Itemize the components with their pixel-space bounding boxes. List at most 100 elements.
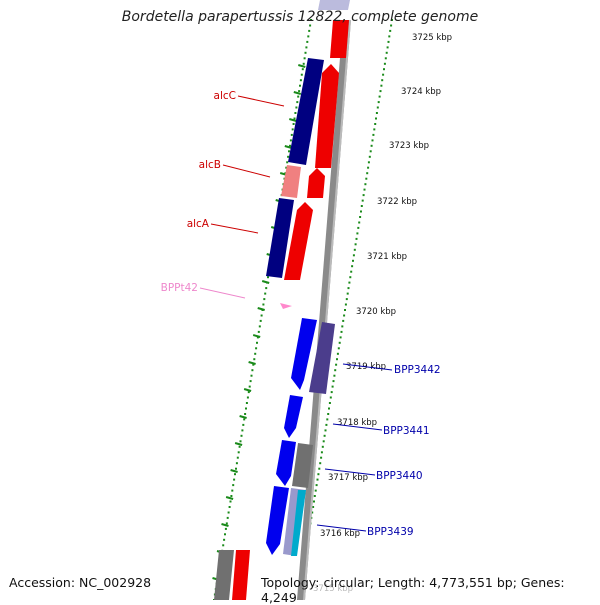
ring-dot (350, 270, 353, 273)
cog-feature (291, 318, 317, 390)
ring-dot (241, 429, 244, 432)
ring-dot (224, 527, 227, 530)
ring-dot (245, 402, 248, 404)
ring-dot (286, 161, 289, 164)
tick-mark (225, 496, 234, 500)
ring-dot (226, 516, 229, 519)
cog-track (214, 0, 350, 600)
ring-dot (318, 467, 321, 470)
tick-mark (252, 334, 261, 338)
ring-dot (359, 216, 362, 218)
tick-mark (221, 523, 229, 527)
ring-dot (307, 35, 310, 38)
ring-dot (343, 314, 346, 317)
ring-dot (251, 369, 254, 372)
ring-dot (345, 298, 348, 301)
ring-dot (385, 51, 388, 54)
ring-dot (285, 166, 288, 169)
ring-dot (378, 95, 381, 98)
leader-lines (199, 95, 393, 532)
ring-dot (314, 489, 317, 492)
ruler-label: 3724 kbp (401, 87, 441, 97)
ring-dot (247, 391, 250, 394)
ring-dot (296, 101, 299, 104)
forward-cds (307, 168, 325, 198)
cog-feature (284, 395, 303, 438)
ring-dot (256, 336, 259, 339)
ring-dot (375, 117, 377, 120)
ring-dot (290, 133, 293, 136)
ring-dot (317, 473, 320, 476)
ring-dot (344, 303, 347, 306)
ring-dot (293, 117, 296, 120)
forward-cds (330, 20, 349, 58)
ring-dot (254, 352, 257, 355)
ring-dot (374, 123, 377, 125)
ring-dot (373, 128, 376, 131)
ring-dot (324, 429, 327, 432)
cog-feature (266, 486, 289, 555)
ring-dot (255, 347, 258, 350)
ring-dot (231, 489, 234, 492)
ring-dot (337, 347, 340, 350)
ring-dot (222, 544, 225, 547)
ring-dot (356, 232, 359, 235)
ring-dot (320, 456, 323, 459)
ring-dot (379, 90, 382, 93)
ring-dot (377, 101, 380, 104)
ring-dot (297, 95, 300, 98)
ruler-label: 3725 kbp (412, 33, 452, 43)
ring-dot (299, 79, 302, 82)
ring-dot (334, 369, 337, 372)
ring-dot (295, 106, 298, 109)
tick-mark (284, 145, 293, 149)
ring-dot (235, 462, 238, 465)
ring-dot (263, 298, 266, 301)
gene-label-alcB: alcB (199, 159, 221, 171)
gene-labels: alcC alcB alcA BPPt42 BPP3442 BPP3441 BP… (161, 90, 441, 538)
ring-dot (313, 500, 315, 503)
ring-dot (287, 155, 290, 158)
ring-dot (291, 128, 294, 131)
ring-dot (252, 363, 255, 366)
tick-mark (298, 64, 306, 68)
ring-dot (229, 500, 232, 503)
ring-dot (362, 194, 365, 197)
ring-dot (349, 276, 352, 279)
ring-dot (329, 396, 332, 399)
leader-line-BPPt42 (199, 287, 246, 299)
ruler-label: 3723 kbp (389, 141, 429, 151)
ring-dot (375, 112, 378, 114)
ring-dot (347, 287, 350, 290)
cog-feature (281, 165, 301, 198)
ring-dot (227, 511, 230, 514)
ring-dot (256, 341, 258, 344)
ring-dot (238, 445, 241, 448)
ring-dot (233, 478, 236, 481)
ring-dot (301, 68, 304, 71)
ring-dot (382, 73, 385, 76)
ring-dot (319, 462, 322, 465)
ring-dot (267, 276, 269, 279)
topology-text: Topology: circular; Length: 4,773,551 bp… (261, 575, 565, 605)
ring-dot (264, 292, 267, 295)
ring-dot (352, 254, 355, 257)
ring-dot (253, 358, 256, 361)
gene-label-alcA: alcA (187, 218, 210, 230)
ring-dot (372, 133, 375, 136)
ring-dot (223, 538, 226, 541)
ring-dot (391, 19, 393, 21)
ring-dot (370, 144, 373, 147)
ring-dot (339, 336, 342, 339)
ring-dot (230, 495, 233, 497)
tick-mark (257, 307, 265, 311)
ring-dot (321, 445, 324, 448)
cog-feature (214, 550, 234, 600)
gene-label-BPP3441: BPP3441 (383, 425, 430, 437)
ruler-label: 3717 kbp (328, 473, 368, 483)
ring-dot (320, 451, 323, 454)
tick-mark (239, 415, 247, 419)
ring-dot (300, 73, 303, 76)
ring-dot (235, 467, 237, 470)
ring-dot (303, 57, 306, 60)
